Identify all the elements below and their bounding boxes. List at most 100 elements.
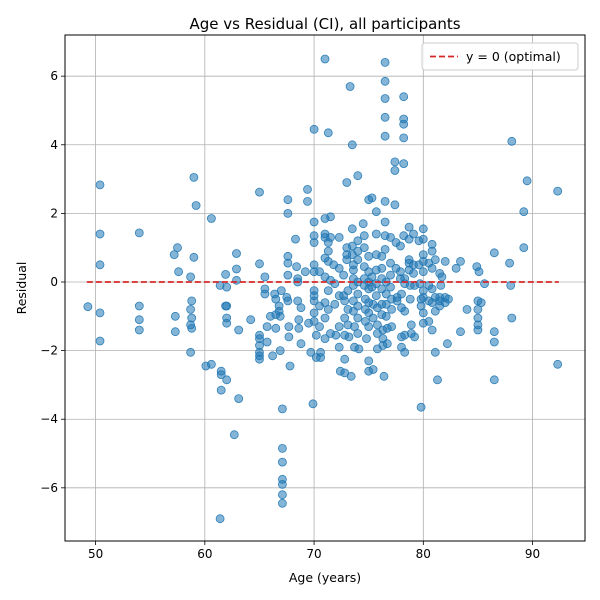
data-point xyxy=(186,304,196,314)
data-point xyxy=(134,325,144,335)
data-point xyxy=(382,339,392,349)
data-point xyxy=(451,263,461,273)
x-tick-label: 70 xyxy=(306,547,321,561)
data-point xyxy=(275,346,285,356)
data-point xyxy=(323,304,333,314)
data-point xyxy=(255,187,264,197)
data-point xyxy=(380,94,390,103)
data-point xyxy=(353,255,363,265)
data-point xyxy=(294,315,304,325)
y-tick-label: −6 xyxy=(40,481,58,495)
data-point xyxy=(387,322,397,332)
data-point xyxy=(323,286,333,296)
data-point xyxy=(489,337,499,347)
data-point xyxy=(309,238,319,247)
data-point xyxy=(380,58,390,67)
data-point xyxy=(427,325,437,335)
data-point xyxy=(222,375,232,385)
data-point xyxy=(284,332,294,342)
data-point xyxy=(386,232,395,242)
data-point xyxy=(271,323,281,333)
data-point xyxy=(95,180,105,190)
data-point xyxy=(399,92,409,102)
data-point xyxy=(292,262,302,272)
data-point xyxy=(418,267,428,277)
data-point xyxy=(306,347,316,357)
data-point xyxy=(347,140,357,150)
data-point xyxy=(276,286,286,296)
y-tick-label: 0 xyxy=(50,275,58,289)
y-tick-label: 2 xyxy=(50,206,58,220)
data-point xyxy=(134,315,144,325)
data-point xyxy=(418,224,428,234)
data-point xyxy=(433,375,442,385)
data-point xyxy=(283,296,293,306)
data-point xyxy=(405,294,415,304)
data-point xyxy=(371,291,381,301)
data-point xyxy=(507,313,517,323)
data-point xyxy=(234,325,244,335)
y-tick-label: 4 xyxy=(50,138,58,152)
data-point xyxy=(303,196,312,206)
data-point xyxy=(364,251,374,261)
data-point xyxy=(189,172,199,182)
data-point xyxy=(353,313,363,323)
chart-title: Age vs Residual (CI), all participants xyxy=(189,15,460,33)
data-point xyxy=(353,171,363,181)
data-point xyxy=(473,325,483,335)
data-point xyxy=(316,353,326,362)
data-point xyxy=(284,322,294,332)
data-point xyxy=(222,318,232,328)
data-point xyxy=(277,490,287,500)
data-point xyxy=(474,267,484,277)
data-point xyxy=(189,252,199,262)
data-point xyxy=(406,320,416,330)
data-point xyxy=(340,296,350,306)
data-point xyxy=(309,124,319,134)
data-point xyxy=(372,320,382,330)
data-point xyxy=(380,112,390,122)
data-point xyxy=(427,263,437,273)
data-point xyxy=(381,289,391,299)
data-point xyxy=(381,311,391,321)
data-point xyxy=(343,286,353,296)
data-point xyxy=(404,222,414,232)
data-point xyxy=(186,272,196,282)
data-point xyxy=(437,272,447,282)
data-point xyxy=(95,336,105,346)
legend-label: y = 0 (optimal) xyxy=(466,49,561,64)
data-point xyxy=(409,268,418,278)
data-point xyxy=(395,241,405,251)
data-point xyxy=(187,323,197,333)
data-point xyxy=(456,327,465,337)
plot-frame xyxy=(64,34,586,542)
data-point xyxy=(489,327,499,337)
data-point xyxy=(442,339,452,349)
data-point xyxy=(553,359,563,369)
data-point xyxy=(215,514,225,524)
data-point xyxy=(309,308,319,318)
data-point xyxy=(418,234,428,244)
data-point xyxy=(377,263,387,273)
data-point xyxy=(347,241,357,251)
y-tick-label: −2 xyxy=(40,344,58,358)
data-point xyxy=(277,498,287,508)
data-point xyxy=(323,246,333,256)
data-point xyxy=(255,354,264,364)
data-point xyxy=(359,243,369,253)
data-point xyxy=(320,334,330,344)
y-tick-label: 6 xyxy=(50,69,58,83)
data-point xyxy=(476,298,486,308)
data-point xyxy=(83,302,93,312)
data-point xyxy=(371,229,381,239)
data-point xyxy=(232,249,241,258)
data-point xyxy=(400,306,410,316)
data-point xyxy=(380,76,390,86)
data-point xyxy=(390,166,400,175)
data-point xyxy=(260,272,270,282)
data-point xyxy=(308,399,318,409)
data-points xyxy=(83,54,563,524)
data-point xyxy=(346,371,356,381)
data-point xyxy=(380,131,390,141)
